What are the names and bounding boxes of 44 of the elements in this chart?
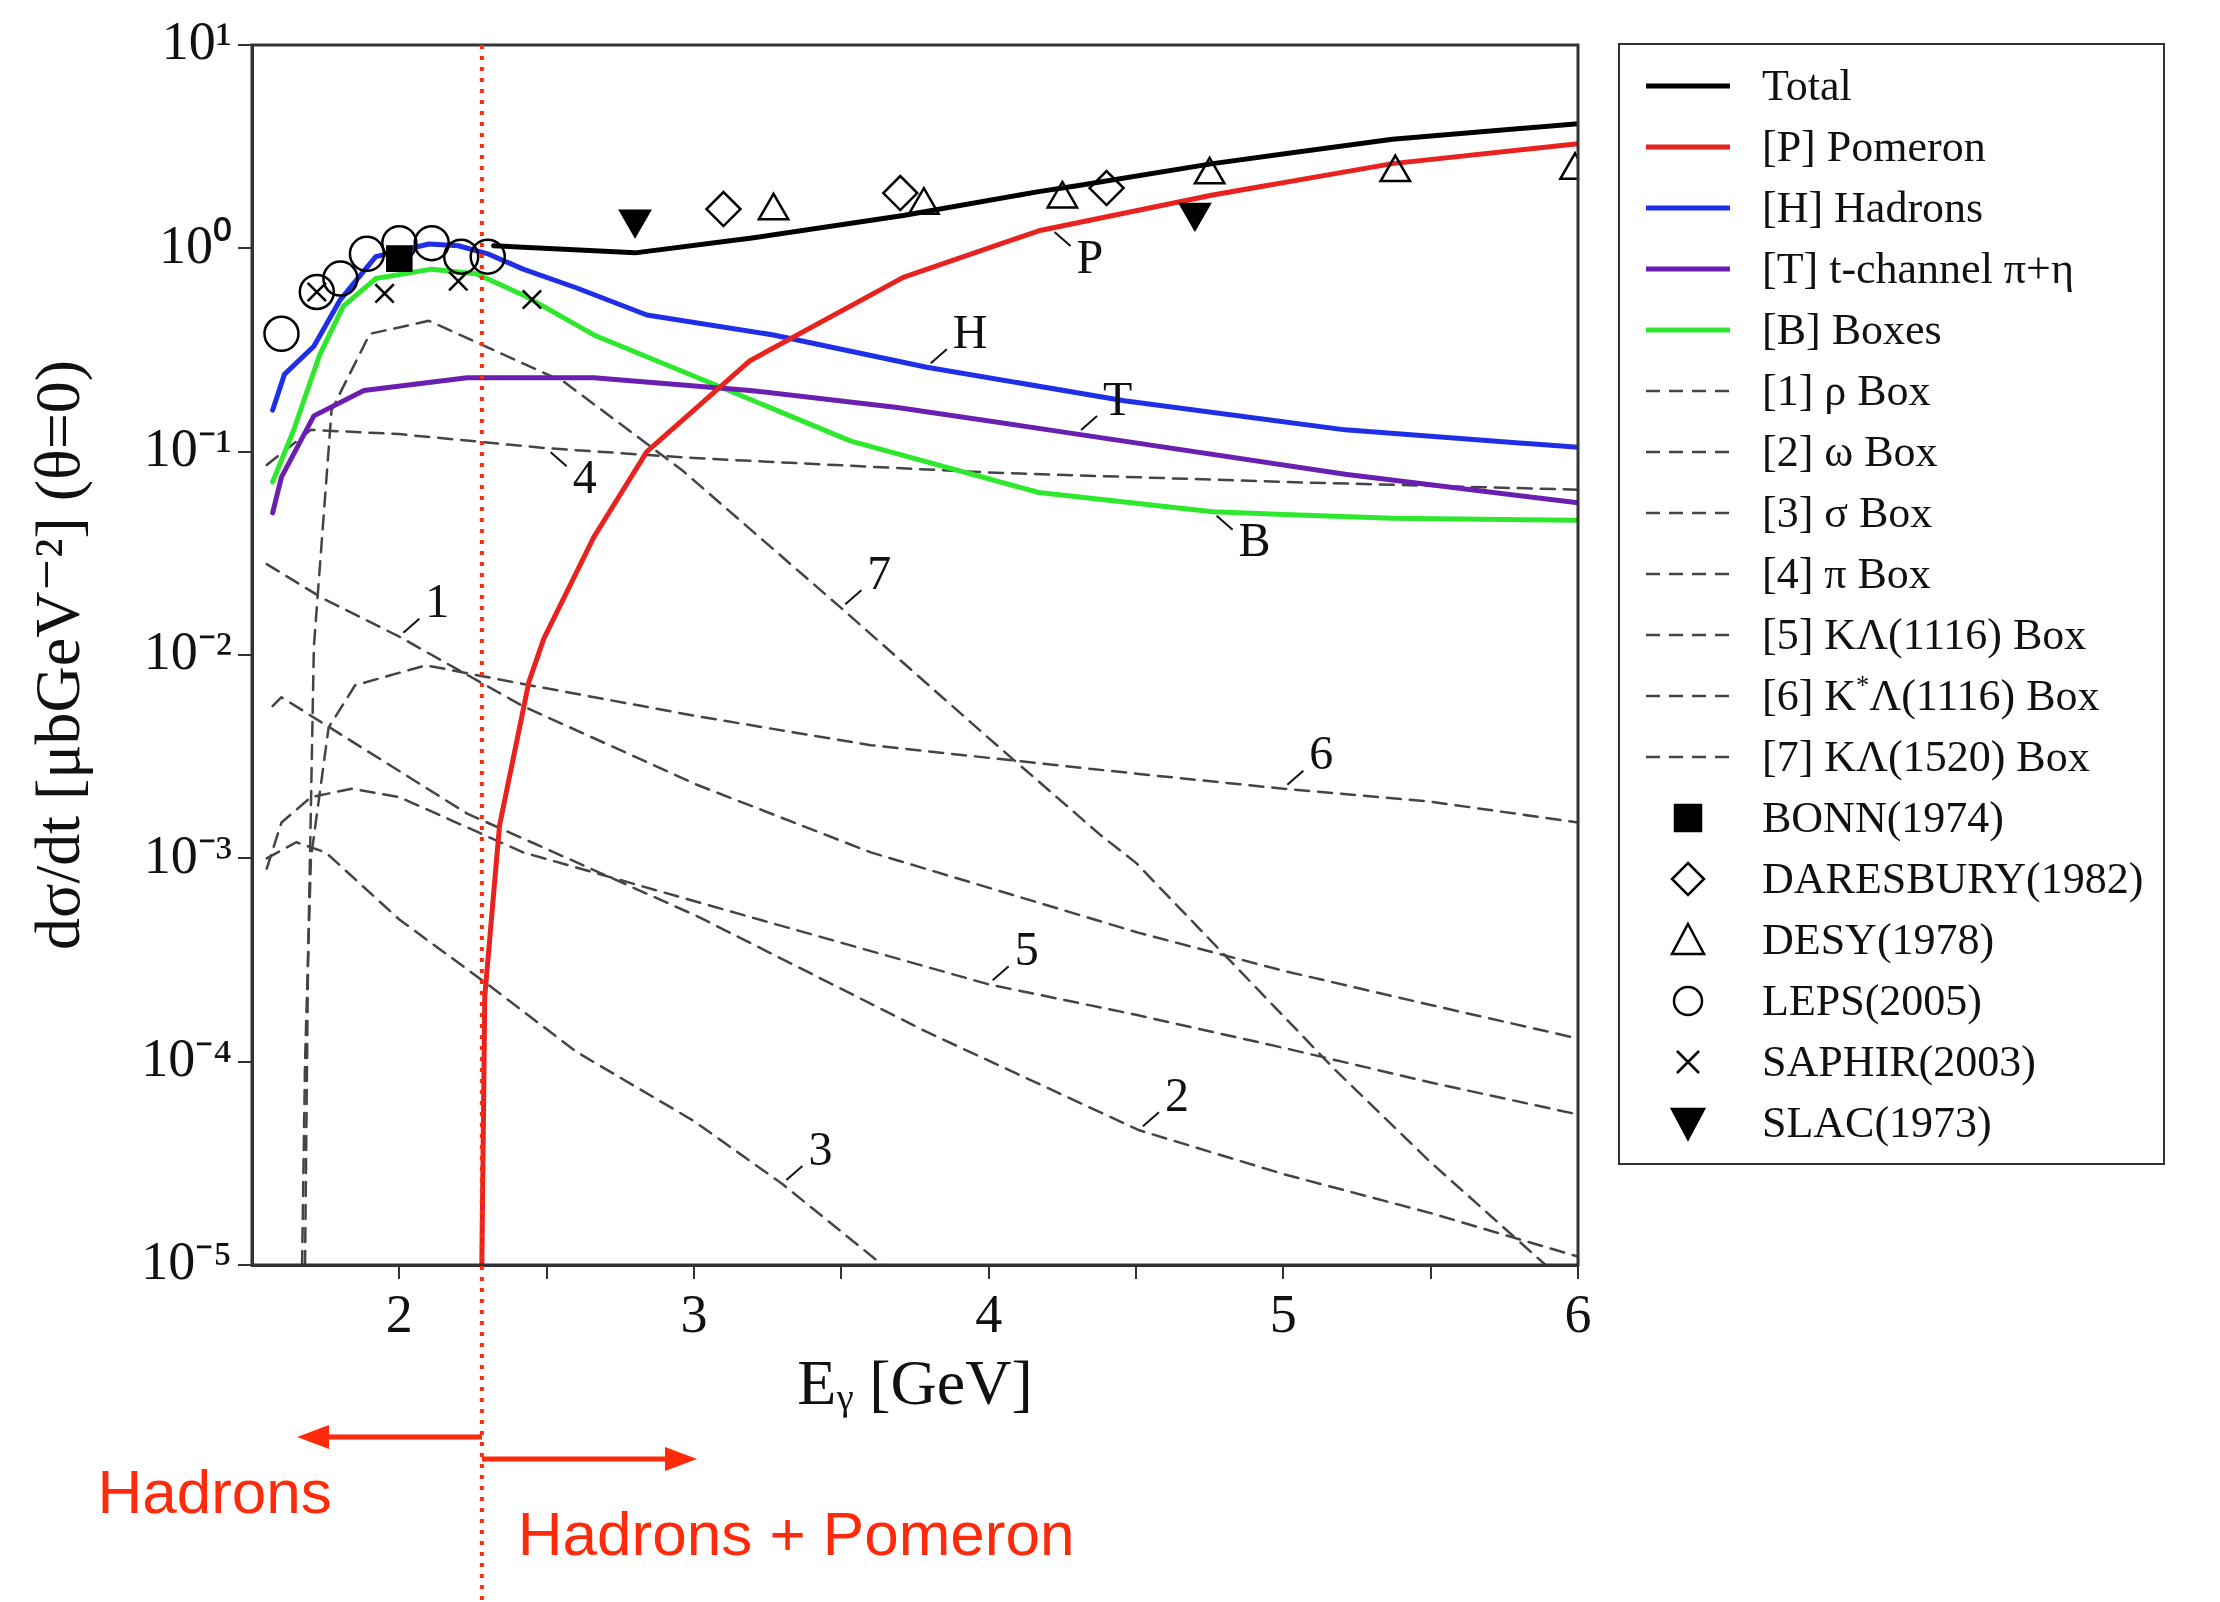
annotation: H: [952, 304, 988, 358]
y-tick-label: 10⁻¹: [143, 417, 232, 478]
annotation: B: [1238, 513, 1271, 567]
y-tick-label: 10⁻⁴: [141, 1027, 232, 1088]
text: Hadrons + Pomeron: [517, 1499, 1075, 1569]
annotation: 7: [867, 545, 892, 599]
legend-label: [1] ρ Box: [1762, 365, 1931, 416]
legend-label: [7] KΛ(1520) Box: [1762, 731, 2090, 782]
text: Hadrons: [97, 1457, 332, 1527]
y-tick-label: 10⁻³: [143, 824, 232, 885]
annotation: 5: [1014, 921, 1039, 975]
legend-label: [2] ω Box: [1762, 426, 1938, 477]
legend-label: SAPHIR(2003): [1762, 1036, 2036, 1087]
legend-label: DESY(1978): [1762, 914, 1995, 965]
x-tick-label: 2: [385, 1283, 413, 1344]
annotation: 1: [425, 574, 450, 628]
annotation: 6: [1309, 726, 1334, 780]
legend-label: [T] t-channel π+η: [1762, 243, 2074, 294]
annotation: 4: [572, 449, 597, 503]
x-tick-label: 4: [975, 1283, 1003, 1344]
legend-label: [P] Pomeron: [1762, 121, 1986, 172]
legend-label: [B] Boxes: [1762, 304, 1942, 355]
legend-label: [H] Hadrons: [1762, 182, 1984, 233]
legend-label: [5] KΛ(1116) Box: [1762, 609, 2087, 660]
x-axis-title: Eᵧ [GeV]: [797, 1347, 1033, 1419]
legend-label: DARESBURY(1982): [1762, 853, 2144, 904]
y-tick-label: 10⁻⁵: [141, 1231, 232, 1292]
annotation: 3: [808, 1121, 833, 1175]
x-tick-label: 3: [680, 1283, 708, 1344]
y-tick-label: 10⁰: [159, 214, 232, 275]
annotation: P: [1076, 229, 1104, 283]
legend-label: LEPS(2005): [1762, 975, 1982, 1026]
annotation: 2: [1164, 1067, 1189, 1121]
legend-label: [4] π Box: [1762, 548, 1931, 599]
legend-label: Total: [1762, 60, 1852, 111]
y-tick-label: 10⁻²: [143, 621, 232, 682]
legend-label: BONN(1974): [1762, 792, 2004, 843]
y-tick-label: 10¹: [161, 11, 232, 72]
y-axis-title: dσ/dt [μbGeV⁻²] (θ=0): [22, 359, 94, 951]
x-tick-label: 5: [1269, 1283, 1297, 1344]
legend-label: [3] σ Box: [1762, 487, 1933, 538]
x-tick-label: 6: [1564, 1283, 1592, 1344]
legend-label: [6] K$^{*}$Λ(1116) Box: [1762, 670, 2100, 721]
legend-label: SLAC(1973): [1762, 1097, 1992, 1148]
